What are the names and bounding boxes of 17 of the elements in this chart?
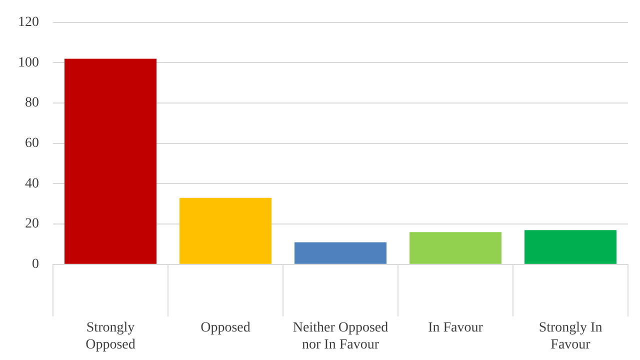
bar <box>180 198 272 264</box>
y-tick-label: 100 <box>18 55 39 70</box>
y-tick-label: 20 <box>25 216 39 232</box>
y-tick-label: 0 <box>32 257 39 272</box>
x-tick-label: Opposed <box>200 320 250 336</box>
x-tick-label: Neither Opposed nor In Favour <box>292 320 388 352</box>
bar <box>524 230 616 264</box>
bar <box>410 232 502 264</box>
x-tick-label: Strongly In Favour <box>538 320 602 352</box>
x-tick-label: In Favour <box>428 320 484 336</box>
y-tick-label: 80 <box>25 96 39 111</box>
x-tick-label: Strongly Opposed <box>86 320 136 352</box>
bar <box>64 58 156 264</box>
y-tick-label: 40 <box>25 176 39 192</box>
y-tick-label: 60 <box>25 136 39 152</box>
y-tick-label: 120 <box>18 15 39 30</box>
bar <box>294 242 386 264</box>
